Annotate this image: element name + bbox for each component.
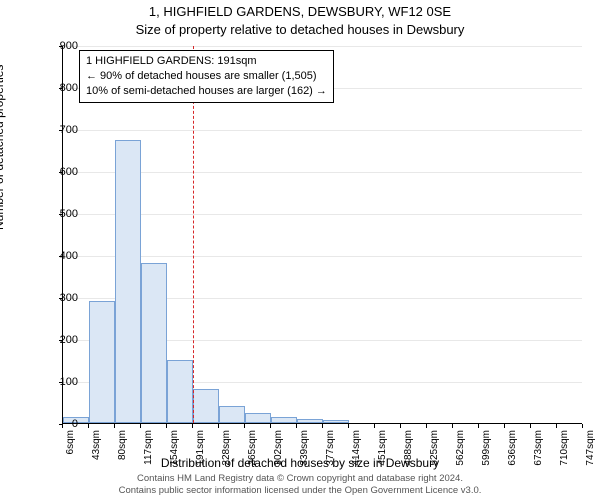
xtick-mark (140, 424, 141, 428)
xtick-mark (400, 424, 401, 428)
xtick-mark (426, 424, 427, 428)
xtick-mark (556, 424, 557, 428)
xtick-mark (114, 424, 115, 428)
xtick-label: 80sqm (117, 430, 128, 470)
ytick-label: 100 (48, 376, 78, 388)
xtick-mark (218, 424, 219, 428)
xtick-label: 710sqm (559, 430, 570, 470)
xtick-label: 228sqm (221, 430, 232, 470)
xtick-mark (192, 424, 193, 428)
histogram-bar (89, 301, 115, 423)
histogram-bar (271, 417, 297, 423)
histogram-bar (193, 389, 219, 423)
histogram-bar (167, 360, 193, 423)
grid-line (63, 46, 582, 47)
ytick-label: 800 (48, 82, 78, 94)
ytick-label: 700 (48, 124, 78, 136)
xtick-label: 562sqm (455, 430, 466, 470)
xtick-label: 747sqm (585, 430, 596, 470)
xtick-label: 599sqm (481, 430, 492, 470)
xtick-mark (478, 424, 479, 428)
xtick-label: 154sqm (169, 430, 180, 470)
xtick-mark (374, 424, 375, 428)
footer-line1: Contains HM Land Registry data © Crown c… (0, 473, 600, 485)
xtick-label: 339sqm (299, 430, 310, 470)
footer-attribution: Contains HM Land Registry data © Crown c… (0, 473, 600, 497)
xtick-mark (244, 424, 245, 428)
xtick-label: 117sqm (143, 430, 154, 470)
ytick-label: 500 (48, 208, 78, 220)
annotation-line: 1 HIGHFIELD GARDENS: 191sqm (86, 54, 327, 69)
xtick-mark (348, 424, 349, 428)
xtick-label: 265sqm (247, 430, 258, 470)
xtick-mark (530, 424, 531, 428)
page-title-line1: 1, HIGHFIELD GARDENS, DEWSBURY, WF12 0SE (0, 4, 600, 19)
histogram-bar (245, 413, 271, 424)
xtick-label: 451sqm (377, 430, 388, 470)
histogram-bar (219, 406, 245, 423)
xtick-mark (296, 424, 297, 428)
xtick-mark (166, 424, 167, 428)
y-axis-label: Number of detached properties (0, 65, 6, 230)
histogram-bar (115, 140, 141, 424)
ytick-label: 0 (48, 418, 78, 430)
ytick-label: 300 (48, 292, 78, 304)
xtick-label: 302sqm (273, 430, 284, 470)
xtick-mark (322, 424, 323, 428)
histogram-bar (297, 419, 323, 423)
xtick-label: 673sqm (533, 430, 544, 470)
annotation-line: 10% of semi-detached houses are larger (… (86, 84, 327, 99)
chart-area: 1 HIGHFIELD GARDENS: 191sqm← 90% of deta… (62, 46, 582, 424)
xtick-label: 6sqm (65, 430, 76, 470)
xtick-label: 43sqm (91, 430, 102, 470)
xtick-mark (452, 424, 453, 428)
xtick-mark (62, 424, 63, 428)
histogram-bar (141, 263, 167, 423)
xtick-label: 636sqm (507, 430, 518, 470)
xtick-label: 191sqm (195, 430, 206, 470)
xtick-label: 525sqm (429, 430, 440, 470)
xtick-mark (582, 424, 583, 428)
ytick-label: 400 (48, 250, 78, 262)
ytick-label: 900 (48, 40, 78, 52)
grid-line (63, 130, 582, 131)
xtick-label: 414sqm (351, 430, 362, 470)
xtick-label: 488sqm (403, 430, 414, 470)
xtick-label: 377sqm (325, 430, 336, 470)
footer-line2: Contains public sector information licen… (0, 485, 600, 497)
page-title-line2: Size of property relative to detached ho… (0, 22, 600, 37)
xtick-mark (504, 424, 505, 428)
histogram-bar (323, 420, 349, 423)
xtick-mark (270, 424, 271, 428)
ytick-label: 200 (48, 334, 78, 346)
annotation-box: 1 HIGHFIELD GARDENS: 191sqm← 90% of deta… (79, 50, 334, 103)
annotation-line: ← 90% of detached houses are smaller (1,… (86, 69, 327, 84)
reference-line (193, 46, 194, 423)
ytick-label: 600 (48, 166, 78, 178)
xtick-mark (88, 424, 89, 428)
